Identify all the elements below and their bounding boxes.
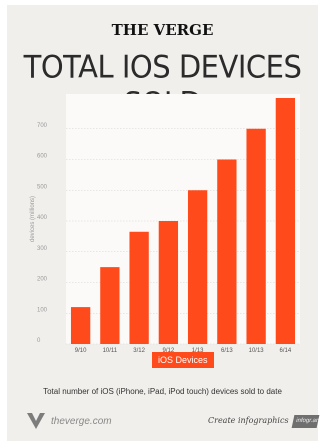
bar — [246, 128, 266, 344]
x-tick-label: 10/13 — [249, 348, 265, 354]
x-tick-labels: 9/10 10/11 3/12 9/12 1/13 6/13 10/13 6/14 — [75, 348, 292, 354]
y-tick-label: 600 — [37, 154, 48, 160]
bar — [217, 159, 237, 344]
legend-entry-ios-devices[interactable]: iOS Devices — [152, 352, 214, 368]
bar — [158, 221, 179, 344]
x-tick-label: 3/12 — [133, 348, 145, 354]
x-tick-label: 6/14 — [280, 348, 292, 354]
y-tick-label: 400 — [37, 215, 48, 221]
bar — [275, 98, 296, 344]
footer-site-link[interactable]: theverge.com — [51, 416, 112, 427]
chart-caption: Total number of iOS (iPhone, iPad, iPod … — [43, 387, 282, 396]
create-infographics-link[interactable]: Create infographics — [208, 416, 289, 425]
infographic-card: THE VERGE TOTAL IOS DEVICES SOLD 0100200… — [7, 5, 320, 441]
y-tick-label: 500 — [37, 184, 48, 190]
y-tick-labels: 0 100 200 300 400 500 600 700 — [37, 123, 48, 344]
x-tick-label: 6/13 — [221, 348, 233, 354]
bar — [187, 190, 208, 344]
y-tick-label: 700 — [37, 123, 48, 129]
y-tick-label: 300 — [37, 246, 48, 252]
bars — [70, 98, 296, 344]
y-tick-label: 200 — [37, 277, 48, 283]
bar — [100, 267, 120, 344]
x-tick-label: 1/13 — [192, 348, 204, 354]
x-tick-label: 10/11 — [103, 348, 118, 354]
x-tick-label: 9/12 — [163, 348, 175, 354]
y-tick-label: 0 — [37, 338, 41, 344]
bar — [129, 231, 149, 344]
bar — [70, 307, 91, 344]
y-tick-label: 100 — [37, 307, 48, 313]
y-axis-label: devices (millions) — [30, 196, 36, 242]
bar-chart: 0 100 200 300 400 500 600 700 9/10 10/11 3/12 9/12… — [30, 94, 300, 354]
verge-logo-icon — [27, 413, 45, 429]
brand-logo-text: THE VERGE — [111, 21, 214, 39]
x-tick-label: 9/10 — [75, 348, 87, 354]
infogram-badge[interactable]: infogr.am — [291, 415, 320, 428]
